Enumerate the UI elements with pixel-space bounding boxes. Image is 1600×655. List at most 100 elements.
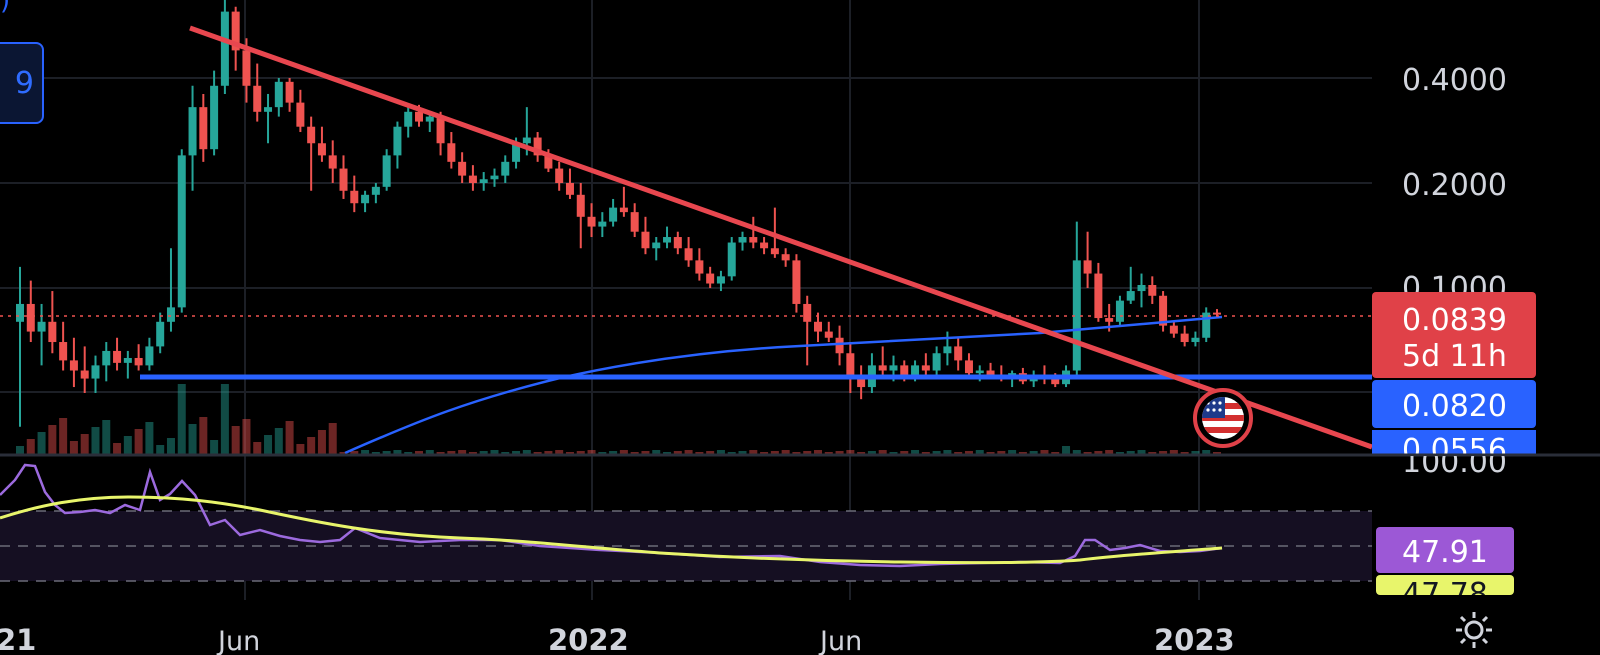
volume-bar	[199, 417, 208, 454]
candle-body	[1213, 312, 1221, 315]
volume-bar	[231, 426, 240, 454]
trendline[interactable]	[189, 25, 1373, 450]
candle-body	[145, 346, 154, 366]
candle-body	[264, 107, 273, 112]
volume-bar	[932, 451, 941, 454]
volume-bar	[565, 452, 574, 454]
volume-bar	[48, 425, 57, 454]
volume-bar	[911, 450, 920, 454]
candle-body	[1202, 312, 1211, 338]
time-tick: 21	[0, 623, 36, 655]
volume-bar	[113, 443, 122, 454]
moving-average-line	[344, 315, 1223, 455]
volume-bar	[1018, 452, 1027, 454]
volume-bar	[1040, 450, 1049, 454]
volume-bar	[641, 451, 650, 454]
candle-body	[48, 321, 57, 343]
candle-body	[760, 242, 769, 249]
volume-bar	[889, 452, 898, 454]
volume-bar	[317, 430, 326, 454]
candle-body	[350, 190, 359, 204]
volume-bar	[458, 450, 467, 454]
candle-body	[706, 273, 715, 284]
rsi-value: 47.91	[1402, 535, 1488, 570]
candle-body	[188, 107, 197, 156]
price-axis[interactable]: 0.4000 0.2000 0.1000	[1402, 63, 1507, 306]
volume-bar	[1094, 451, 1103, 454]
candle-body	[921, 365, 930, 371]
volume-bar	[26, 439, 35, 454]
candle-body	[781, 254, 790, 261]
candle-body	[641, 231, 650, 249]
candle-body	[663, 237, 672, 243]
volume-bar	[716, 450, 725, 454]
candle-body	[231, 11, 240, 51]
candle-body	[652, 242, 661, 249]
candle-body	[846, 353, 855, 379]
volume-bar	[781, 450, 790, 454]
volume-bar	[1213, 452, 1221, 454]
candle-body	[889, 365, 898, 371]
candle-body	[166, 307, 175, 322]
candle-body	[727, 242, 736, 277]
rsi-line	[0, 463, 1223, 568]
candle-body	[1191, 337, 1200, 343]
volume-bar	[598, 452, 607, 454]
volume-bar	[609, 451, 618, 454]
volume-bar	[307, 437, 316, 454]
candle-body	[695, 260, 704, 274]
candle-body	[91, 365, 100, 379]
candle-body	[328, 155, 337, 169]
candle-body	[285, 81, 294, 103]
time-tick: Jun	[818, 626, 862, 655]
rsi-ma-line	[0, 495, 1223, 565]
volume-bar	[1126, 451, 1135, 454]
candle-body	[673, 237, 682, 249]
ma-value: 0.0556	[1402, 433, 1507, 468]
volume-bar	[943, 450, 952, 454]
rsi-ma-value: 47.78	[1402, 577, 1488, 612]
volume-bar	[878, 450, 887, 454]
volume-bar	[490, 450, 499, 454]
candle-body	[1159, 295, 1168, 326]
volume-bar	[964, 451, 973, 454]
us-flag-icon[interactable]	[1193, 388, 1253, 448]
candle-body	[26, 303, 35, 332]
candle-body	[911, 365, 920, 376]
candle-body	[943, 346, 952, 354]
volume-bar	[145, 422, 154, 454]
candle-body	[210, 85, 219, 150]
candle-body	[1148, 284, 1157, 296]
candle-body	[1051, 378, 1060, 385]
candle-body	[339, 168, 348, 191]
interval-button[interactable]: 9	[0, 42, 44, 124]
volume-bars	[16, 384, 1221, 454]
candle-body	[684, 248, 693, 261]
candle-body	[123, 357, 132, 363]
support-level-value: 0.0820	[1402, 389, 1507, 424]
time-axis[interactable]: 21 Jun 2022 Jun 2023	[0, 623, 1235, 655]
volume-bar	[59, 418, 68, 454]
candle-body	[468, 175, 477, 183]
volume-bar	[1191, 451, 1200, 454]
candle-body	[447, 143, 456, 162]
candle-body	[1180, 333, 1189, 343]
candle-body	[598, 221, 607, 227]
volume-bar	[814, 450, 822, 454]
volume-bar	[436, 452, 445, 454]
candle-body	[69, 360, 78, 371]
price-tick: 0.2000	[1402, 168, 1507, 203]
candle-body	[1083, 260, 1092, 274]
volume-bar	[803, 451, 812, 454]
candle-body	[512, 143, 521, 162]
candle-body	[415, 111, 423, 122]
candle-body	[749, 237, 758, 243]
candle-body	[555, 168, 564, 183]
candle-body	[716, 276, 725, 284]
volume-bar	[749, 450, 758, 454]
gear-icon[interactable]	[1452, 608, 1496, 652]
candle-body	[307, 126, 316, 144]
rsi-value-badge	[1376, 527, 1514, 573]
candle-body	[792, 260, 801, 304]
